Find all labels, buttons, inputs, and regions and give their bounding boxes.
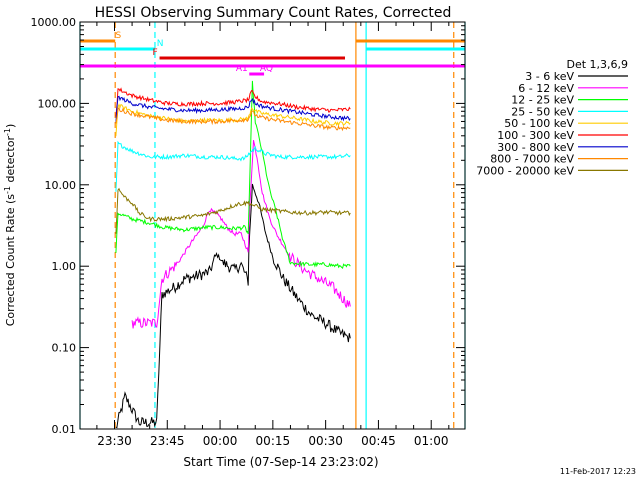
- series-line-3: [115, 140, 351, 192]
- legend-label-6: 300 - 800 keV: [497, 141, 574, 154]
- y-tick-label-1: 100.00: [38, 97, 77, 110]
- y-axis-label: Corrected Count Rate (s-1 detector-1): [3, 124, 17, 327]
- series-line-2: [115, 80, 351, 269]
- legend-label-8: 7000 - 20000 keV: [476, 164, 574, 177]
- legend-label-7: 800 - 7000 keV: [490, 153, 574, 166]
- legend-label-2: 12 - 25 keV: [511, 94, 574, 107]
- x-tick-label-5: 00:45: [361, 434, 396, 448]
- flag-label-4: F: [152, 48, 157, 58]
- x-axis-label: Start Time (07-Sep-14 23:23:02): [183, 455, 378, 469]
- legend-label-0: 3 - 6 keV: [525, 70, 574, 83]
- series-line-1: [131, 139, 351, 329]
- legend-label-5: 100 - 300 keV: [497, 129, 574, 142]
- legend-title: Det 1,3,6,9: [566, 58, 628, 71]
- series-line-4: [115, 103, 351, 137]
- series-line-8: [115, 187, 351, 234]
- legend-label-3: 25 - 50 keV: [511, 105, 574, 118]
- x-tick-label-3: 00:15: [256, 434, 291, 448]
- y-axis-label-sup: -1: [3, 186, 12, 194]
- legend-label-1: 6 - 12 keV: [518, 82, 574, 95]
- x-tick-label-0: 23:30: [97, 434, 132, 448]
- x-tick-label-4: 00:30: [308, 434, 343, 448]
- y-tick-label-2: 10.00: [45, 179, 77, 192]
- x-tick-label-1: 23:45: [150, 434, 185, 448]
- x-tick-label-2: 00:00: [203, 434, 238, 448]
- y-tick-label-0: 1000.00: [31, 16, 77, 29]
- flag-label-6: A1: [236, 64, 248, 74]
- y-axis-label-close: ): [4, 124, 17, 128]
- legend-label-4: 50 - 100 keV: [504, 117, 574, 130]
- flag-label-2: N: [157, 39, 164, 49]
- series-line-7: [115, 107, 351, 132]
- y-tick-label-4: 0.10: [52, 342, 77, 355]
- chart-title: HESSI Observing Summary Count Rates, Cor…: [95, 5, 452, 21]
- y-tick-label-3: 1.00: [52, 260, 77, 273]
- y-axis-label-main: Corrected Count Rate (s: [4, 194, 17, 327]
- series-line-6: [115, 95, 351, 123]
- x-tick-label-6: 01:00: [414, 434, 449, 448]
- footer-timestamp: 11-Feb-2017 12:23: [560, 467, 636, 476]
- flag-label-0: S: [116, 31, 122, 41]
- y-tick-label-5: 0.01: [52, 423, 77, 436]
- flag-label-7: AQ: [260, 64, 273, 74]
- y-axis-label-sup2: -1: [3, 128, 12, 136]
- series-line-5: [115, 87, 351, 117]
- series-line-0: [115, 183, 351, 429]
- y-axis-label-mid: detector: [4, 136, 17, 186]
